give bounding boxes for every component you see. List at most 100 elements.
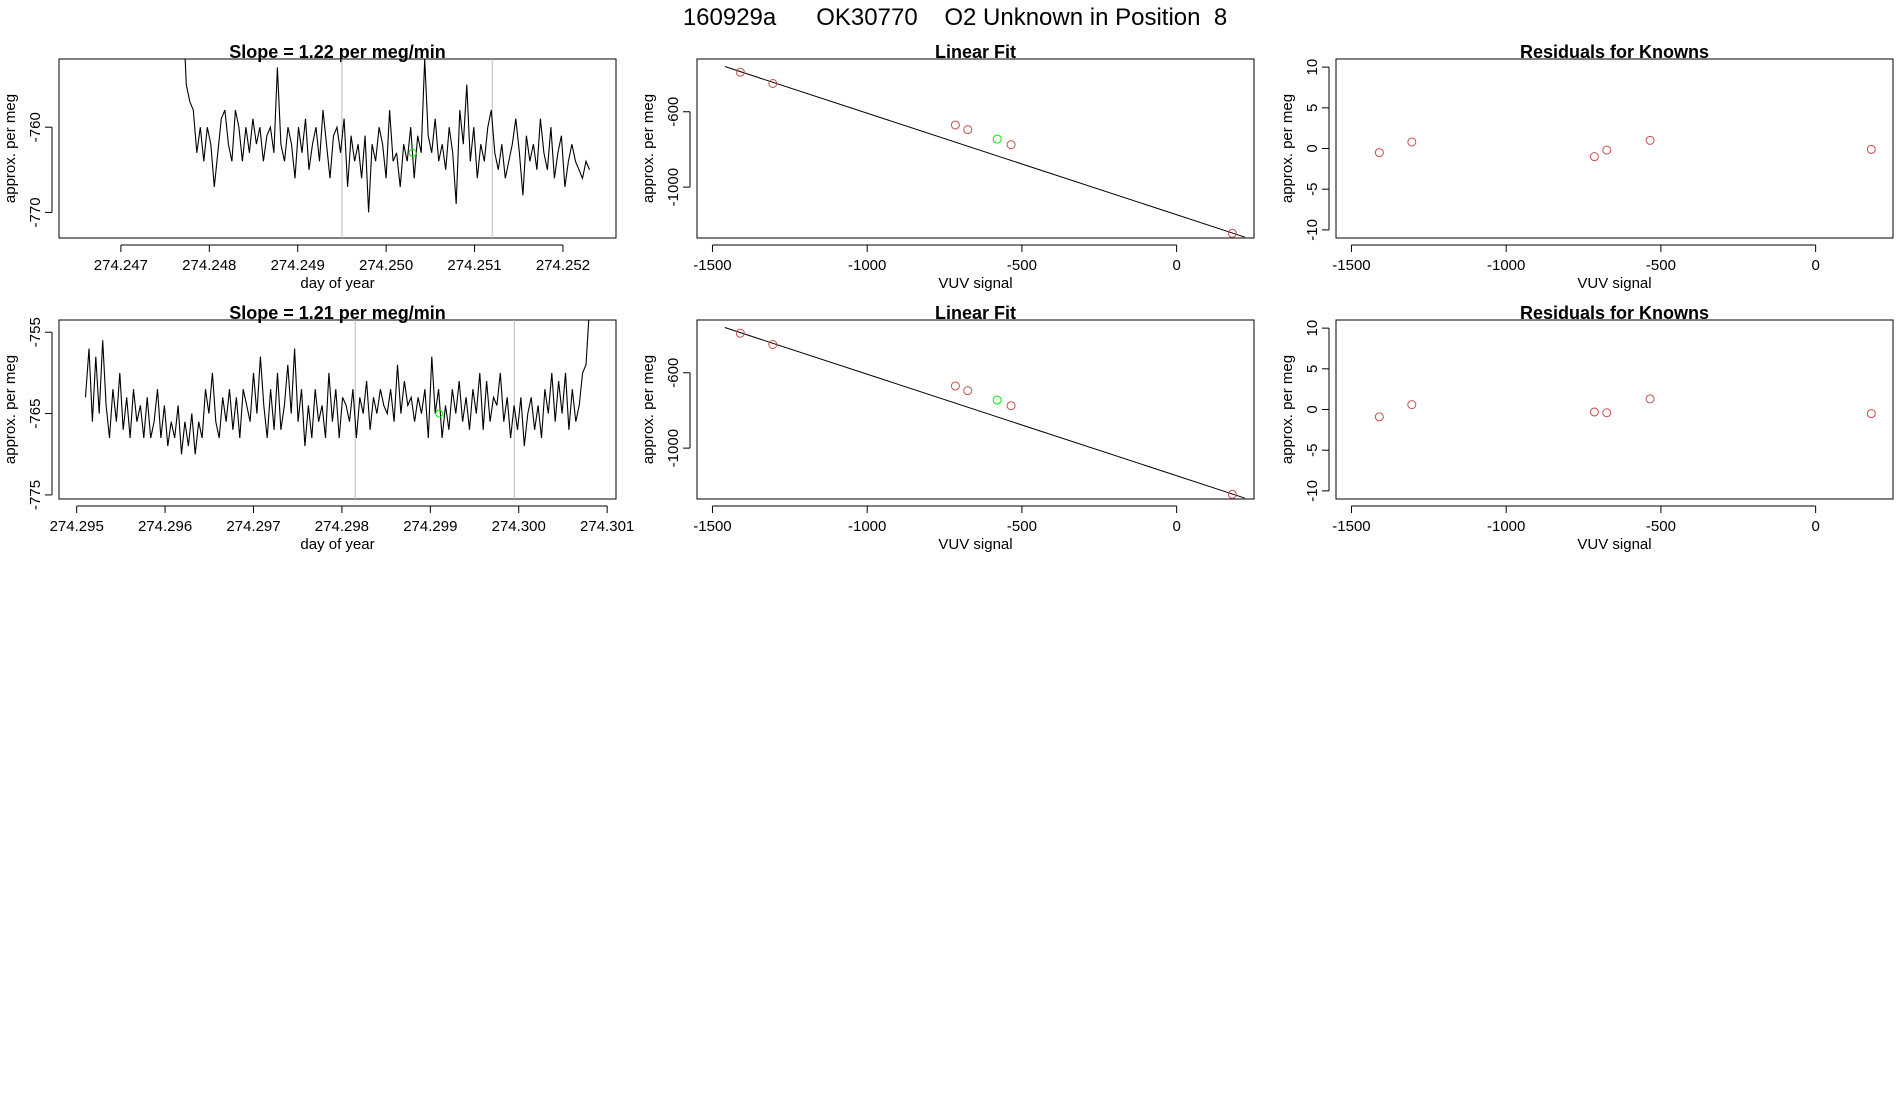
chart-panel-linearfit-2: Linear Fit -1500 -1000 -500 0 VUV signal -600 -… xyxy=(640,303,1255,553)
x-axis-label: VUV signal xyxy=(1577,275,1651,292)
y-tick-label: 5 xyxy=(1304,365,1321,373)
y-tick-label: -1000 xyxy=(665,168,682,206)
x-tick-label: 274.248 xyxy=(182,257,236,274)
y-tick-label: -770 xyxy=(27,197,44,227)
known-point xyxy=(1589,407,1599,417)
x-tick-label: -1000 xyxy=(1487,257,1525,274)
y-axis-label: approx. per meg xyxy=(2,94,19,203)
known-point xyxy=(1407,137,1417,147)
known-point xyxy=(1227,228,1237,238)
x-axis-label: VUV signal xyxy=(1577,536,1651,553)
chart-title: Residuals for Knowns xyxy=(1520,42,1709,62)
x-tick-label: -1500 xyxy=(693,518,731,535)
y-tick-label: 10 xyxy=(1304,59,1321,76)
known-point xyxy=(768,339,778,349)
x-tick-label: 274.247 xyxy=(94,257,148,274)
known-point xyxy=(963,386,973,396)
plot-frame xyxy=(696,58,1255,239)
known-point xyxy=(1006,140,1016,150)
unknown-marker-point xyxy=(435,409,444,418)
known-point xyxy=(1866,409,1876,419)
unknown-point xyxy=(992,395,1002,405)
x-tick-label: -1500 xyxy=(693,257,731,274)
y-tick-label: -5 xyxy=(1304,183,1321,196)
y-tick-label: -1000 xyxy=(665,429,682,467)
y-axis-label: approx. per meg xyxy=(2,355,19,464)
chart-panel-timeseries-1: Slope = 1.22 per meg/min 274.247 274.248 27… xyxy=(2,42,617,292)
x-tick-label: 0 xyxy=(1172,257,1180,274)
fit-line xyxy=(724,327,1245,499)
x-tick-label: 274.301 xyxy=(580,518,634,535)
chart-panel-residuals-2: Residuals for Knowns -1500 -1000 -500 0 VUV s… xyxy=(1279,303,1894,553)
x-tick-label: -1500 xyxy=(1332,518,1370,535)
x-tick-label: -500 xyxy=(1007,518,1037,535)
chart-title: Linear Fit xyxy=(935,303,1016,323)
x-tick-label: 274.251 xyxy=(447,257,501,274)
x-tick-label: -1000 xyxy=(1487,518,1525,535)
plot-area xyxy=(184,59,591,238)
series-line xyxy=(184,59,591,213)
plot-area xyxy=(1374,394,1876,422)
known-point xyxy=(1374,412,1384,422)
y-tick-label: 0 xyxy=(1304,144,1321,152)
x-tick-label: 274.296 xyxy=(138,518,192,535)
plot-area xyxy=(724,66,1245,238)
chart-title: Slope = 1.21 per meg/min xyxy=(229,303,446,323)
y-tick-label: 5 xyxy=(1304,104,1321,112)
plot-area xyxy=(724,327,1245,499)
y-tick-label: -600 xyxy=(665,358,682,388)
x-axis-label: VUV signal xyxy=(938,275,1012,292)
y-tick-label: 10 xyxy=(1304,320,1321,337)
x-tick-label: 274.250 xyxy=(359,257,413,274)
plot-frame xyxy=(58,58,617,239)
x-tick-label: 274.298 xyxy=(315,518,369,535)
known-point xyxy=(1374,148,1384,158)
x-tick-label: 0 xyxy=(1811,257,1819,274)
known-point xyxy=(950,120,960,130)
y-tick-label: -765 xyxy=(27,399,44,429)
x-tick-label: -1500 xyxy=(1332,257,1370,274)
known-point xyxy=(963,125,973,135)
y-axis-label: approx. per meg xyxy=(1279,355,1296,464)
y-axis-label: approx. per meg xyxy=(640,355,657,464)
x-tick-label: -500 xyxy=(1007,257,1037,274)
known-point xyxy=(1602,145,1612,155)
figure-title: 160929a OK30770 O2 Unknown in Position 8 xyxy=(682,4,1228,31)
plot-frame xyxy=(1335,58,1894,239)
plot-frame xyxy=(696,319,1255,500)
x-axis-label: day of year xyxy=(300,536,374,553)
known-point xyxy=(1866,144,1876,154)
known-point xyxy=(1645,394,1655,404)
x-tick-label: 0 xyxy=(1811,518,1819,535)
chart-panel-timeseries-2: Slope = 1.21 per meg/min 274.295 274.296 27… xyxy=(2,303,634,553)
y-axis-label: approx. per meg xyxy=(640,94,657,203)
x-tick-label: 274.252 xyxy=(536,257,590,274)
y-tick-label: -10 xyxy=(1304,480,1321,502)
plot-frame xyxy=(58,319,617,500)
chart-title: Residuals for Knowns xyxy=(1520,303,1709,323)
known-point xyxy=(1645,135,1655,145)
known-point xyxy=(735,328,745,338)
x-tick-label: 274.297 xyxy=(226,518,280,535)
x-axis-label: day of year xyxy=(300,275,374,292)
known-point xyxy=(735,67,745,77)
y-tick-label: -760 xyxy=(27,112,44,142)
plot-area xyxy=(1374,135,1876,162)
x-tick-label: -1000 xyxy=(848,518,886,535)
y-tick-label: 0 xyxy=(1304,405,1321,413)
known-point xyxy=(1407,400,1417,410)
chart-panel-linearfit-1: Linear Fit -1500 -1000 -500 0 VUV signal -600 -… xyxy=(640,42,1255,292)
y-tick-label: -600 xyxy=(665,97,682,127)
x-tick-label: -500 xyxy=(1646,257,1676,274)
known-point xyxy=(768,78,778,88)
known-point xyxy=(1227,489,1237,499)
plot-frame xyxy=(1335,319,1894,500)
known-point xyxy=(950,381,960,391)
series-line xyxy=(84,320,590,455)
chart-title: Slope = 1.22 per meg/min xyxy=(229,42,446,62)
unknown-marker-point xyxy=(408,148,417,157)
x-tick-label: -1000 xyxy=(848,257,886,274)
x-tick-label: 0 xyxy=(1172,518,1180,535)
x-tick-label: 274.299 xyxy=(403,518,457,535)
